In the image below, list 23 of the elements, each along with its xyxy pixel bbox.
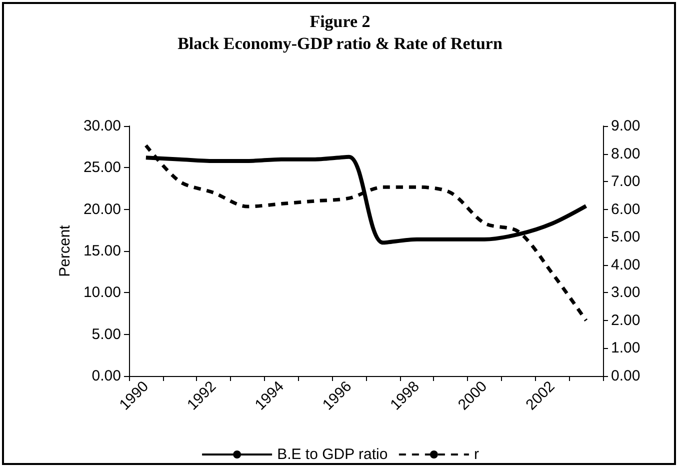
- legend-label: B.E to GDP ratio: [277, 446, 388, 463]
- y-tick-label: 25.00: [83, 159, 121, 176]
- y2-tick-label: 1.00: [611, 340, 640, 357]
- y2-tick-label: 3.00: [611, 284, 640, 302]
- y-axis-title: Percent: [56, 224, 74, 277]
- y-tick-label: 30.00: [83, 118, 121, 134]
- y2-tick-label: 0.00: [611, 368, 640, 384]
- y2-tick-label: 7.00: [611, 173, 640, 190]
- y-tick-label: 15.00: [83, 242, 121, 260]
- y2-tick-label: 9.00: [611, 118, 640, 134]
- y2-tick-label: 8.00: [611, 145, 640, 162]
- y2-tick-label: 4.00: [611, 256, 640, 274]
- chart-subtitle: Black Economy-GDP ratio & Rate of Return: [178, 34, 503, 53]
- y2-tick-label: 2.00: [611, 312, 640, 329]
- y-tick-label: 5.00: [92, 326, 121, 343]
- chart-title: Figure 2: [310, 12, 370, 31]
- line-series: [144, 144, 588, 322]
- y2-tick-label: 6.00: [611, 200, 640, 218]
- y-tick-label: 0.00: [92, 368, 121, 384]
- y-tick-label: 10.00: [83, 284, 121, 302]
- legend-label: r: [474, 446, 479, 463]
- y2-tick-label: 5.00: [611, 228, 640, 246]
- y-tick-label: 20.00: [83, 200, 121, 218]
